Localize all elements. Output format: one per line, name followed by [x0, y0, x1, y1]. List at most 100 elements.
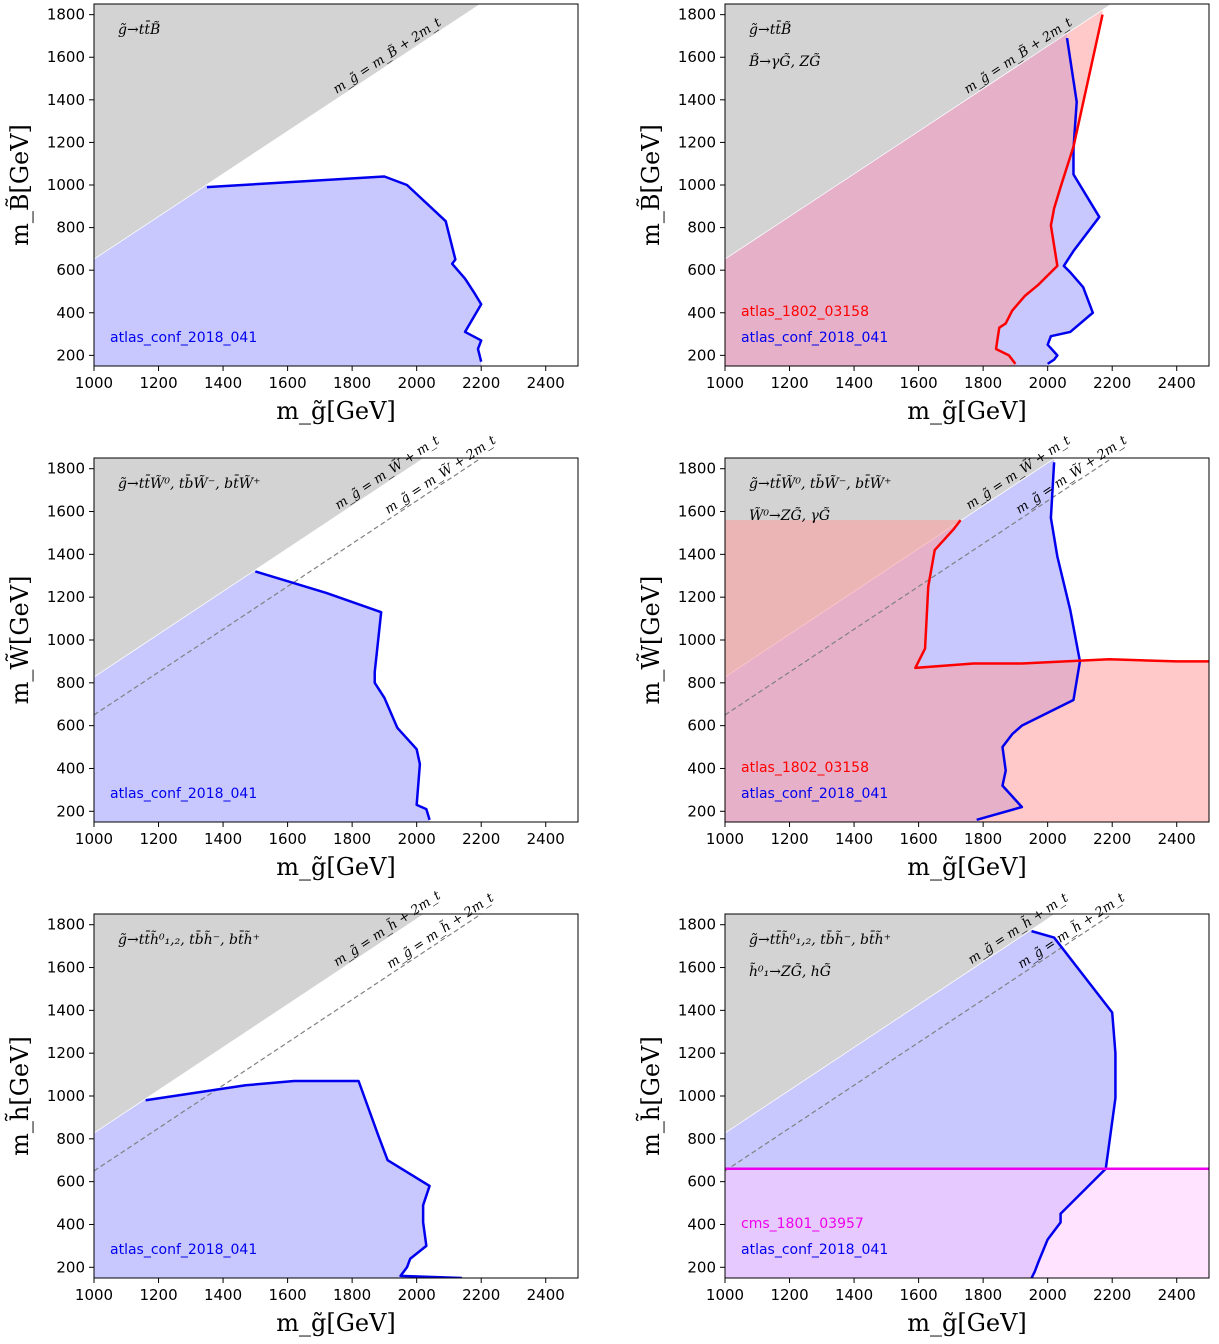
legend-entry: atlas_conf_2018_041: [110, 1242, 257, 1258]
y-tick-label: 800: [56, 219, 85, 237]
y-axis-label: m_W̃[GeV]: [637, 576, 665, 705]
x-tick-label: 1200: [770, 374, 808, 392]
y-tick-label: 200: [56, 802, 85, 820]
y-tick-label: 600: [56, 717, 85, 735]
x-tick-label: 2200: [462, 830, 500, 848]
legend-entry: atlas_1802_03158: [741, 304, 869, 320]
x-tick-label: 1400: [204, 374, 242, 392]
y-tick-label: 600: [56, 1173, 85, 1191]
y-tick-label: 1000: [47, 631, 85, 649]
y-tick-label: 1400: [47, 91, 85, 109]
y-tick-label: 400: [687, 304, 716, 322]
x-tick-label: 1000: [706, 374, 744, 392]
decay-process-label: h̃⁰₁→ZG̃, hG̃: [749, 962, 831, 980]
y-tick-label: 200: [687, 802, 716, 820]
decay-process-label: W̃⁰→ZG̃, γG̃: [749, 506, 830, 524]
y-tick-label: 1400: [678, 91, 716, 109]
x-axis-label: m_g̃[GeV]: [276, 1309, 396, 1337]
x-axis-label: m_g̃[GeV]: [907, 1309, 1027, 1337]
y-tick-label: 1200: [47, 1044, 85, 1062]
legend-entry: cms_1801_03957: [741, 1216, 864, 1232]
legend-entry: atlas_conf_2018_041: [110, 786, 257, 802]
x-tick-label: 2000: [398, 830, 436, 848]
panel-6: m_g̃ = m_h̃ + m_tm_g̃ = m_h̃ + 2m_tg̃→tt…: [636, 889, 1210, 1337]
y-tick-label: 1400: [47, 1001, 85, 1019]
y-tick-label: 1600: [678, 503, 716, 521]
x-tick-label: 1600: [900, 830, 938, 848]
x-axis-label: m_g̃[GeV]: [276, 853, 396, 881]
excluded-region-atlas_conf_2018_041: [94, 176, 482, 366]
x-tick-label: 1600: [900, 1286, 938, 1304]
x-tick-label: 2000: [398, 374, 436, 392]
y-tick-label: 1400: [47, 545, 85, 563]
y-tick-label: 1000: [47, 176, 85, 194]
y-tick-label: 1800: [678, 460, 716, 478]
y-tick-label: 400: [56, 759, 85, 777]
x-tick-label: 1400: [835, 1286, 873, 1304]
x-tick-label: 1400: [835, 830, 873, 848]
decay-process-label: g̃→tt̄B̃: [749, 20, 791, 38]
y-tick-label: 1400: [678, 1001, 716, 1019]
kinematic-limit-line: [725, 458, 1114, 716]
y-tick-label: 400: [687, 1215, 716, 1233]
x-tick-label: 1000: [75, 830, 113, 848]
x-tick-label: 1600: [269, 830, 307, 848]
x-tick-label: 1800: [333, 1286, 371, 1304]
y-tick-label: 1600: [47, 959, 85, 977]
exclusion-contour-atlas_1802_03158: [914, 519, 1209, 670]
x-axis-label: m_g̃[GeV]: [907, 853, 1027, 881]
exclusion-contour-atlas_conf_2018_041: [1046, 37, 1101, 365]
exclusion-contour-atlas_conf_2018_041: [254, 570, 431, 821]
y-tick-label: 800: [687, 1130, 716, 1148]
y-tick-label: 200: [56, 346, 85, 364]
x-tick-label: 1400: [835, 374, 873, 392]
x-tick-label: 1000: [706, 1286, 744, 1304]
x-tick-label: 1200: [139, 374, 177, 392]
x-tick-label: 2400: [1158, 374, 1196, 392]
y-tick-label: 1600: [47, 48, 85, 66]
panel-4: m_g̃ = m_W̃ + m_tm_g̃ = m_W̃ + 2m_tg̃→tt…: [637, 432, 1210, 881]
x-tick-label: 2200: [1093, 374, 1131, 392]
x-tick-label: 2400: [1158, 830, 1196, 848]
x-tick-label: 1600: [900, 374, 938, 392]
x-tick-label: 1000: [75, 1286, 113, 1304]
panel-3: m_g̃ = m_W̃ + m_tm_g̃ = m_W̃ + 2m_tg̃→tt…: [6, 432, 579, 881]
y-tick-label: 1000: [678, 176, 716, 194]
excluded-region-atlas_1802_03158: [725, 520, 1209, 822]
y-tick-label: 1800: [47, 916, 85, 934]
x-tick-label: 1800: [964, 374, 1002, 392]
kinematic-limit-line: [94, 458, 483, 716]
y-tick-label: 1000: [678, 1087, 716, 1105]
y-tick-label: 200: [56, 1258, 85, 1276]
y-tick-label: 800: [56, 1130, 85, 1148]
exclusion-contour-atlas_conf_2018_041: [145, 1079, 462, 1278]
x-tick-label: 2400: [1158, 1286, 1196, 1304]
panel-2: m_g̃ = m_B̃ + 2m_tg̃→tt̄B̃B̃→γG̃, ZG̃atl…: [637, 3, 1210, 425]
x-tick-label: 2200: [462, 374, 500, 392]
x-axis-label: m_g̃[GeV]: [276, 397, 396, 425]
legend-entry: atlas_conf_2018_041: [110, 330, 257, 346]
decay-process-label: g̃→tt̄h̃⁰₁,₂, tb̄h̃⁻, bt̄h̃⁺: [749, 930, 891, 948]
y-tick-label: 1200: [47, 588, 85, 606]
x-tick-label: 1800: [964, 1286, 1002, 1304]
y-tick-label: 600: [56, 261, 85, 279]
x-tick-label: 1600: [269, 374, 307, 392]
x-tick-label: 1000: [706, 830, 744, 848]
y-tick-label: 400: [56, 1215, 85, 1233]
decay-process-label: g̃→tt̄W̃⁰, tb̄W̃⁻, bt̄W̃⁺: [749, 474, 891, 492]
x-tick-label: 1200: [139, 830, 177, 848]
decay-process-label: g̃→tt̄h̃⁰₁,₂, tb̄h̃⁻, bt̄h̃⁺: [118, 930, 260, 948]
y-tick-label: 1600: [678, 48, 716, 66]
x-tick-label: 1600: [269, 1286, 307, 1304]
x-tick-label: 1200: [139, 1286, 177, 1304]
y-tick-label: 400: [56, 304, 85, 322]
decay-process-label: g̃→tt̄B̃: [118, 20, 160, 38]
x-tick-label: 2400: [527, 830, 565, 848]
y-axis-label: m_W̃[GeV]: [6, 576, 34, 705]
kinematic-limit-line: [725, 914, 1114, 1172]
legend-entry: atlas_conf_2018_041: [741, 330, 888, 346]
exclusion-contour-atlas_1802_03158: [994, 14, 1104, 365]
panel-1: m_g̃ = m_B̃ + 2m_tg̃→tt̄B̃atlas_conf_201…: [6, 3, 579, 425]
y-axis-label: m_B̃[GeV]: [6, 124, 34, 246]
x-tick-label: 2400: [527, 374, 565, 392]
